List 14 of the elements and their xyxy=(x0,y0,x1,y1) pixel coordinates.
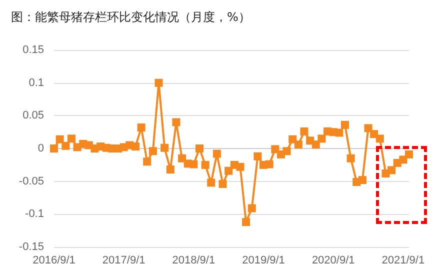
y-tick-label: 0.15 xyxy=(22,44,44,56)
x-tick-label: 2018/9/1 xyxy=(172,254,216,266)
x-tick-label: 2017/9/1 xyxy=(102,254,146,266)
y-tick-label: 0 xyxy=(38,142,44,154)
y-tick-label: -0.15 xyxy=(18,241,44,253)
y-tick-label: -0.1 xyxy=(25,208,44,220)
y-tick-label: -0.05 xyxy=(18,175,44,188)
chart-title: 图：能繁母猪存栏环比变化情况（月度，%） xyxy=(11,10,250,24)
x-tick-label: 2016/9/1 xyxy=(32,254,76,266)
y-tick-label: 0.05 xyxy=(22,110,44,122)
y-tick-label: 0.1 xyxy=(28,76,44,89)
x-tick-label: 2020/9/1 xyxy=(312,254,355,266)
x-tick-label: 2019/9/1 xyxy=(242,254,285,266)
x-tick-label: 2021/9/1 xyxy=(382,254,425,266)
